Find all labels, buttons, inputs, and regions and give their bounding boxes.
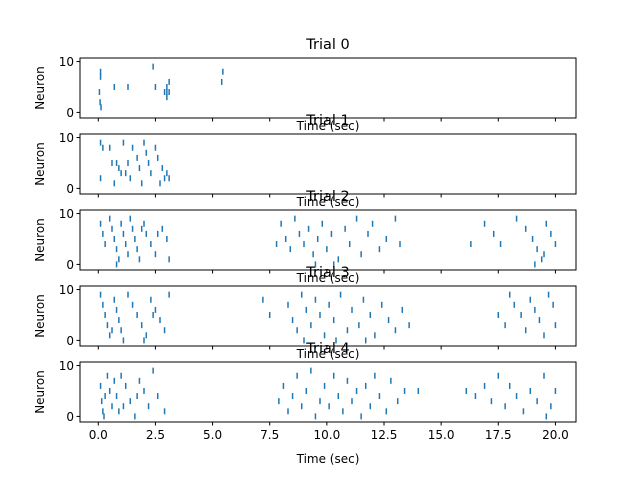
x-axis-label: Time (sec) bbox=[296, 271, 360, 285]
y-axis-label: Neuron bbox=[33, 66, 47, 110]
x-axis-label: Time (sec) bbox=[296, 452, 360, 466]
y-tick-label: 0 bbox=[66, 106, 74, 120]
axes-frame bbox=[79, 209, 577, 271]
subplot-title: Trial 1 bbox=[305, 113, 349, 129]
subplot-trial-4: 0 10 0.0 2.5 5.0 7.5 10.0 12.5 15.0 17.5 20.0 Neuro… bbox=[33, 359, 577, 466]
y-tick-label: 0 bbox=[66, 334, 74, 348]
subplot-trial-1: 0 10 Neuron Time (sec) bbox=[33, 131, 577, 209]
subplot-title: Trial 2 bbox=[305, 189, 349, 205]
subplot-trial-3: 0 10 Neuron Time (sec) bbox=[33, 283, 577, 361]
x-axis-label: Time (sec) bbox=[296, 119, 360, 133]
y-tick-label: 10 bbox=[59, 283, 74, 297]
axes-frame bbox=[79, 361, 577, 423]
subplots: 0 10 Neuron Time (sec) 0 10 Neuron Time (sec) 0 1… bbox=[33, 37, 577, 466]
subplot-trial-0: 0 10 Neuron Time (sec) bbox=[33, 55, 577, 133]
y-axis-label: Neuron bbox=[33, 370, 47, 414]
subplot-title: Trial 0 bbox=[305, 37, 349, 53]
x-tick-label: 20.0 bbox=[542, 428, 569, 442]
x-tick-label: 10.0 bbox=[313, 428, 340, 442]
axes-frame bbox=[79, 285, 577, 347]
x-tick-label: 5.0 bbox=[203, 428, 222, 442]
spike-group bbox=[98, 63, 224, 111]
axes-frame bbox=[79, 57, 577, 119]
x-tick-label: 7.5 bbox=[260, 428, 279, 442]
x-axis-label: Time (sec) bbox=[296, 347, 360, 361]
y-tick-label: 10 bbox=[59, 359, 74, 373]
spike-group bbox=[99, 367, 557, 420]
y-tick-label: 10 bbox=[59, 55, 74, 69]
y-tick-label: 0 bbox=[66, 410, 74, 424]
x-tick-label: 0.0 bbox=[89, 428, 108, 442]
spike-group bbox=[99, 215, 557, 268]
y-tick-label: 10 bbox=[59, 131, 74, 145]
spike-group bbox=[99, 139, 170, 187]
y-axis-label: Neuron bbox=[33, 294, 47, 338]
x-axis-label: Time (sec) bbox=[296, 195, 360, 209]
y-tick-label: 0 bbox=[66, 182, 74, 196]
x-tick-label: 12.5 bbox=[371, 428, 398, 442]
subplot-title: Trial 3 bbox=[305, 265, 349, 281]
y-axis-label: Neuron bbox=[33, 218, 47, 262]
spike-group bbox=[99, 291, 557, 344]
y-tick-label: 0 bbox=[66, 258, 74, 272]
y-axis-label: Neuron bbox=[33, 142, 47, 186]
subplot-title: Trial 4 bbox=[305, 341, 349, 357]
y-tick-label: 10 bbox=[59, 207, 74, 221]
x-tick-label: 2.5 bbox=[146, 428, 165, 442]
subplot-trial-2: 0 10 Neuron Time (sec) bbox=[33, 207, 577, 285]
x-tick-label: 15.0 bbox=[428, 428, 455, 442]
axes-frame bbox=[79, 133, 577, 195]
x-tick-label: 17.5 bbox=[485, 428, 512, 442]
